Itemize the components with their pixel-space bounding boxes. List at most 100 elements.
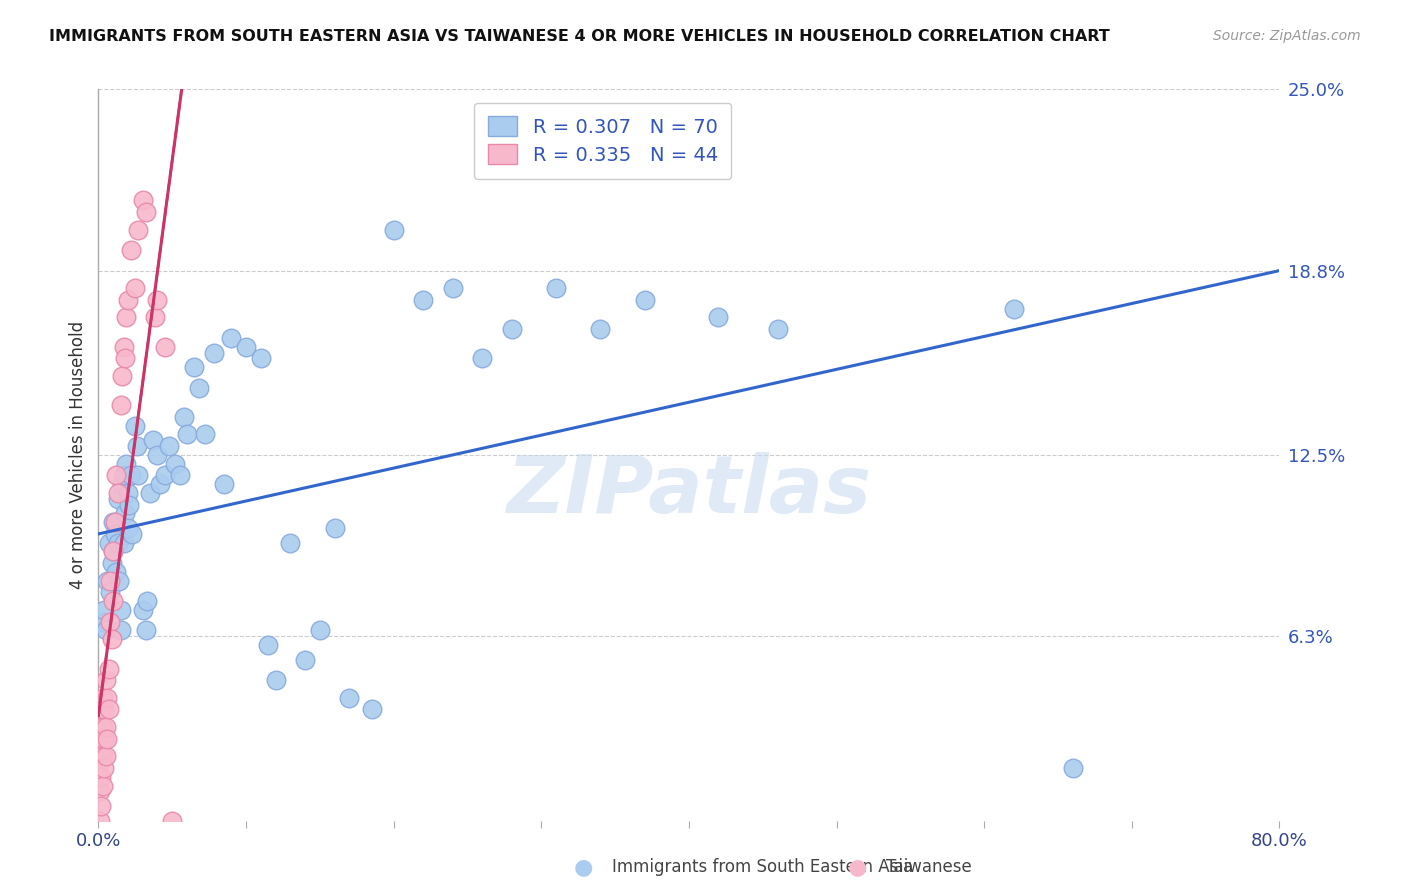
Text: Immigrants from South Eastern Asia: Immigrants from South Eastern Asia (612, 858, 912, 876)
Point (120, 243, 142, 257)
Point (202, 345, 225, 359)
Point (169, 468, 191, 483)
Point (98, 615, 121, 629)
Point (339, 690, 361, 705)
Point (501, 322, 523, 336)
Point (112, 468, 135, 483)
Point (94, 673, 117, 688)
Point (382, 222, 405, 236)
Legend: R = 0.307   N = 70, R = 0.335   N = 44: R = 0.307 N = 70, R = 0.335 N = 44 (474, 103, 731, 178)
Point (146, 293, 169, 307)
Point (94, 749, 117, 764)
Point (117, 293, 139, 307)
Point (91, 720, 114, 734)
Point (111, 368, 134, 383)
Point (153, 468, 176, 483)
Point (103, 594, 125, 608)
Point (139, 486, 162, 500)
Point (221, 331, 243, 345)
Point (93, 702, 115, 716)
Point (250, 351, 273, 366)
Point (100, 632, 122, 647)
Point (89, 814, 111, 828)
Point (264, 673, 287, 688)
Point (89, 755, 111, 769)
Point (165, 457, 187, 471)
Point (120, 468, 142, 483)
Point (91, 749, 114, 764)
Point (118, 498, 141, 512)
Point (135, 624, 157, 638)
Text: Taiwanese: Taiwanese (886, 858, 972, 876)
Point (107, 486, 129, 500)
Point (257, 638, 280, 652)
Text: ●: ● (574, 857, 593, 877)
Point (104, 515, 127, 529)
Point (107, 491, 129, 506)
Point (93, 761, 115, 775)
Point (104, 527, 127, 541)
Point (98, 574, 121, 588)
Point (110, 603, 132, 617)
Point (105, 565, 128, 579)
Point (115, 457, 138, 471)
Point (97, 702, 120, 716)
Point (91, 779, 114, 793)
Point (707, 310, 730, 325)
Point (90, 740, 112, 755)
Point (96, 690, 118, 705)
Point (91, 615, 114, 629)
Point (546, 281, 568, 295)
Point (124, 418, 146, 433)
Point (90, 770, 112, 784)
Point (108, 574, 131, 588)
Point (183, 360, 205, 375)
Point (111, 477, 134, 491)
Point (1062, 761, 1084, 775)
Text: Source: ZipAtlas.com: Source: ZipAtlas.com (1213, 29, 1361, 43)
Point (142, 434, 165, 448)
Point (112, 535, 135, 549)
Point (323, 521, 346, 535)
Point (90, 799, 112, 814)
Point (125, 439, 148, 453)
Point (105, 468, 128, 483)
Point (280, 535, 302, 549)
Point (112, 340, 135, 354)
Point (187, 381, 209, 395)
Point (173, 409, 195, 424)
Point (96, 574, 118, 588)
Point (114, 507, 136, 521)
Point (94, 624, 117, 638)
Point (100, 556, 122, 570)
Point (136, 594, 159, 608)
Point (634, 293, 657, 307)
Point (94, 720, 117, 734)
Point (176, 427, 198, 442)
Point (441, 281, 464, 295)
Point (212, 477, 235, 491)
Point (360, 702, 382, 716)
Point (103, 544, 125, 558)
Point (162, 814, 183, 828)
Point (132, 603, 155, 617)
Point (146, 448, 169, 462)
Point (110, 624, 132, 638)
Point (157, 439, 180, 453)
Point (589, 322, 612, 336)
Point (96, 731, 118, 746)
Point (97, 535, 120, 549)
Point (93, 603, 115, 617)
Point (93, 731, 115, 746)
Point (153, 340, 176, 354)
Point (132, 194, 155, 208)
Point (98, 585, 121, 599)
Point (235, 340, 257, 354)
Point (127, 222, 149, 236)
Point (103, 515, 125, 529)
Point (117, 486, 139, 500)
Text: IMMIGRANTS FROM SOUTH EASTERN ASIA VS TAIWANESE 4 OR MORE VEHICLES IN HOUSEHOLD : IMMIGRANTS FROM SOUTH EASTERN ASIA VS TA… (49, 29, 1109, 44)
Point (143, 310, 166, 325)
Point (294, 653, 316, 667)
Point (149, 477, 172, 491)
